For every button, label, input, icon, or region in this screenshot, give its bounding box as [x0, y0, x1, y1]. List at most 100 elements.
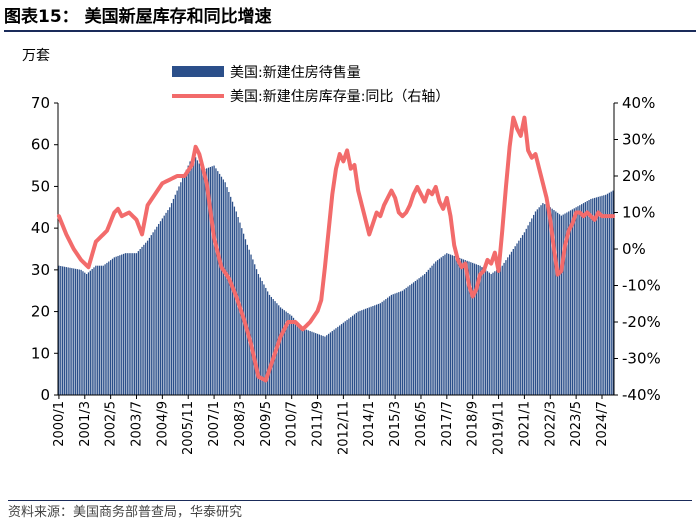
bar-109	[259, 277, 261, 395]
right-tick-label-4: 0%	[622, 240, 646, 258]
bar-48	[146, 240, 149, 395]
bar-175	[381, 301, 383, 395]
bar-75	[196, 160, 199, 395]
bar-163	[359, 310, 361, 395]
bar-195	[418, 278, 420, 395]
bar-217	[459, 258, 461, 395]
x-tick-label-10: 2011/9	[311, 401, 326, 447]
bar-201	[429, 267, 431, 395]
bar-143	[322, 335, 324, 395]
bar-125	[289, 314, 291, 395]
bar-9	[74, 268, 77, 395]
bar-257	[533, 214, 535, 395]
bar-180	[390, 294, 393, 395]
bar-236	[494, 271, 496, 395]
bar-161	[355, 312, 357, 395]
bar-285	[584, 202, 587, 395]
bar-226	[475, 264, 478, 395]
bar-77	[200, 166, 202, 395]
bar-105	[252, 259, 254, 395]
figure-title: 图表15： 美国新屋库存和同比增速	[4, 2, 696, 32]
bar-182	[394, 293, 396, 395]
bar-260	[538, 207, 540, 395]
bar-296	[605, 194, 607, 395]
bar-13	[82, 271, 84, 395]
bar-28	[110, 260, 112, 395]
bar-165	[363, 309, 365, 395]
x-tick-label-18: 2021/1	[517, 401, 532, 447]
bar-90	[224, 182, 226, 395]
bar-150	[335, 328, 337, 395]
bar-244	[508, 254, 511, 395]
bar-298	[608, 192, 611, 395]
bar-74	[194, 157, 197, 395]
x-tick-label-4: 2004/9	[155, 401, 170, 447]
bar-87	[218, 173, 221, 395]
bar-54	[158, 223, 160, 395]
bar-24	[102, 265, 104, 395]
bar-12	[80, 269, 82, 395]
bar-45	[141, 246, 143, 395]
bar-148	[331, 331, 333, 395]
bar-183	[396, 292, 398, 395]
bar-15	[85, 274, 88, 395]
bar-127	[292, 317, 295, 395]
bar-198	[424, 274, 426, 395]
x-tick-label-21: 2024/7	[595, 401, 610, 447]
bar-44	[139, 249, 141, 395]
bar-199	[425, 271, 428, 395]
bar-60	[169, 207, 171, 395]
bar-104	[250, 254, 252, 395]
bar-157	[348, 318, 350, 395]
bar-208	[442, 255, 444, 395]
bar-274	[564, 213, 566, 395]
bar-295	[603, 195, 605, 395]
bar-240	[501, 265, 503, 395]
bar-120	[279, 307, 282, 395]
x-tick-label-13: 2015/3	[388, 401, 403, 447]
bar-179	[388, 296, 391, 395]
bar-78	[202, 169, 204, 395]
x-tick-label-9: 2010/7	[285, 401, 300, 447]
bar-232	[486, 271, 489, 395]
bar-193	[414, 280, 417, 395]
bar-171	[374, 305, 376, 395]
bar-270	[557, 212, 559, 395]
bar-111	[263, 284, 265, 395]
bar-211	[448, 253, 450, 395]
x-tick-label-7: 2008/3	[233, 401, 248, 447]
bar-265	[547, 206, 550, 395]
bar-80	[206, 168, 208, 395]
bar-61	[170, 203, 173, 395]
bar-268	[553, 210, 555, 395]
bar-168	[368, 307, 370, 395]
bar-223	[470, 262, 472, 395]
x-tick-label-0: 2000/1	[52, 401, 67, 447]
bar-119	[278, 305, 280, 395]
bar-76	[198, 163, 200, 395]
bar-155	[344, 321, 346, 395]
bar-233	[488, 272, 490, 395]
x-tick-label-3: 2003/7	[130, 401, 145, 447]
bar-146	[327, 333, 330, 395]
bar-194	[416, 279, 418, 395]
bar-101	[244, 239, 247, 395]
left-tick-label-60: 60	[31, 136, 50, 154]
bar-166	[364, 308, 367, 395]
bar-93	[230, 196, 232, 395]
bar-170	[372, 306, 374, 395]
bar-36	[124, 253, 127, 395]
bar-47	[145, 242, 147, 395]
left-tick-label-30: 30	[31, 261, 50, 279]
bar-185	[400, 291, 402, 395]
bar-176	[383, 300, 385, 395]
bar-114	[268, 294, 271, 395]
bar-174	[379, 303, 381, 395]
left-tick-label-40: 40	[31, 219, 50, 237]
bar-73	[193, 158, 195, 395]
bar-134	[305, 329, 308, 395]
right-tick-label-0: -40%	[622, 386, 661, 404]
bar-79	[204, 169, 206, 395]
bar-121	[281, 308, 284, 395]
bar-297	[606, 193, 609, 395]
